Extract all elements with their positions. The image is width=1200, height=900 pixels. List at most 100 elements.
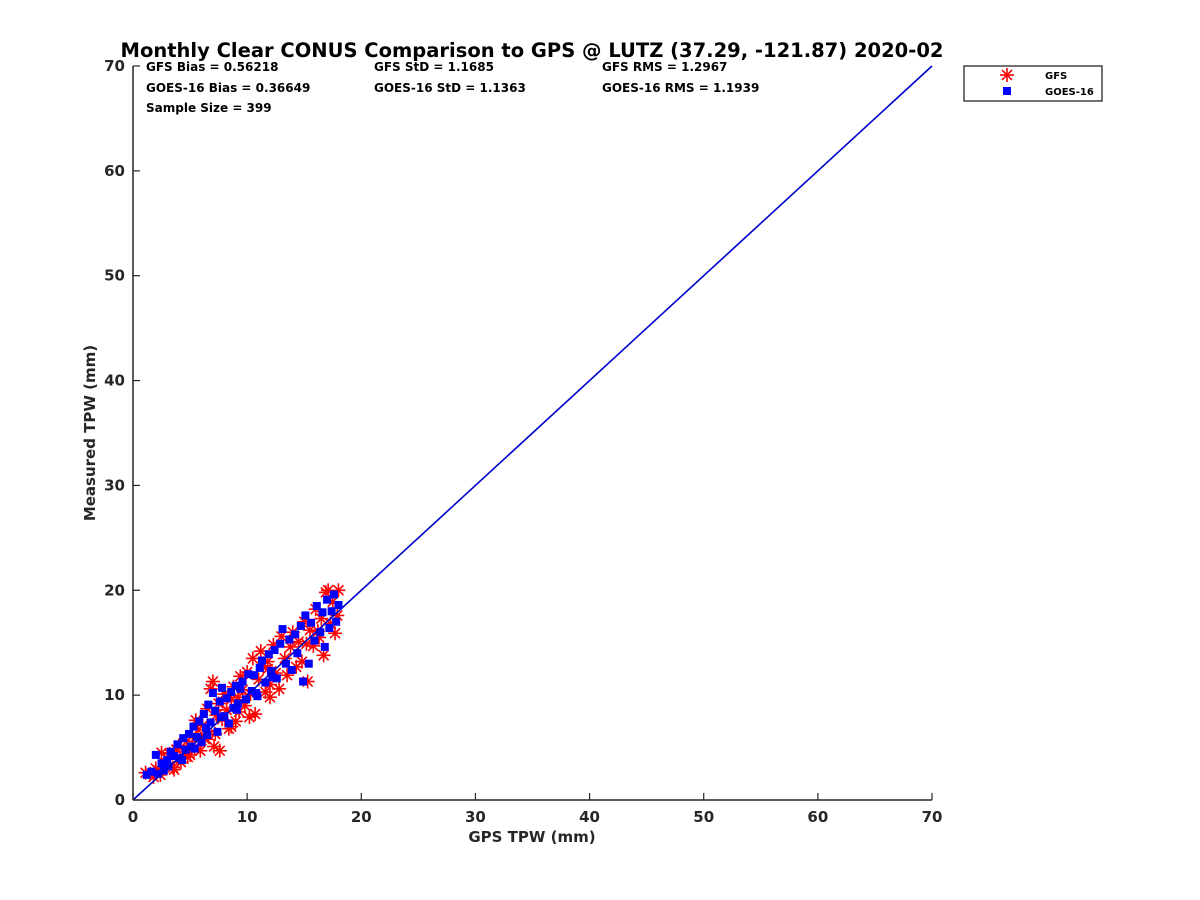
gfs-point bbox=[299, 636, 314, 651]
x-axis-label: GPS TPW (mm) bbox=[468, 828, 595, 846]
goes-16-point bbox=[224, 719, 233, 728]
gfs-point bbox=[212, 743, 227, 758]
plot-area bbox=[132, 65, 933, 801]
goes-16-point bbox=[190, 744, 199, 753]
goes-16-point bbox=[278, 625, 287, 634]
legend-gfs-label: GFS bbox=[1045, 71, 1067, 82]
goes-16-point bbox=[291, 630, 300, 639]
goes-16-point bbox=[320, 642, 329, 651]
stat-gfs-rms: GFS RMS = 1.2967 bbox=[602, 60, 727, 74]
goes-16-point bbox=[238, 677, 247, 686]
y-tick-label: 30 bbox=[104, 476, 125, 494]
goes-16-point bbox=[199, 710, 208, 719]
goes-16-point bbox=[285, 635, 294, 644]
y-tick-label: 60 bbox=[104, 162, 125, 180]
goes-16-point bbox=[142, 770, 151, 779]
x-tick-label: 0 bbox=[128, 808, 138, 826]
legend: GFS GOES-16 bbox=[963, 65, 1103, 102]
goes-16-point bbox=[249, 671, 258, 680]
goes-16-point bbox=[154, 769, 163, 778]
stat-goes-std: GOES-16 StD = 1.1363 bbox=[374, 81, 526, 95]
goes-16-point bbox=[281, 659, 290, 668]
gfs-point bbox=[316, 648, 331, 663]
x-tick-label: 50 bbox=[693, 808, 714, 826]
x-axis-ticks: 0 10 20 30 40 50 60 70 bbox=[128, 793, 942, 826]
goes-16-point bbox=[329, 590, 338, 599]
goes-16-point bbox=[287, 665, 296, 674]
goes-16-point bbox=[242, 695, 251, 704]
goes-16-point bbox=[244, 670, 253, 679]
goes-16-point bbox=[334, 600, 343, 609]
goes-16-point bbox=[316, 628, 325, 637]
goes-16-point bbox=[215, 697, 224, 706]
goes-16-point bbox=[264, 650, 273, 659]
goes-16-point bbox=[327, 607, 336, 616]
goes-16-point bbox=[197, 738, 206, 747]
goes-16-point bbox=[255, 663, 264, 672]
stat-gfs-bias: GFS Bias = 0.56218 bbox=[146, 60, 278, 74]
goes-16-point bbox=[252, 689, 261, 698]
goes-16-point bbox=[195, 717, 204, 726]
y-tick-label: 40 bbox=[104, 372, 125, 390]
goes-16-point bbox=[267, 667, 276, 676]
gfs-point bbox=[262, 690, 277, 705]
goes-16-point bbox=[323, 595, 332, 604]
x-tick-label: 10 bbox=[237, 808, 258, 826]
goes-16-point bbox=[276, 639, 285, 648]
y-tick-label: 20 bbox=[104, 581, 125, 599]
chart-title: Monthly Clear CONUS Comparison to GPS @ … bbox=[121, 39, 944, 62]
goes-16-point bbox=[147, 767, 156, 776]
goes-16-point bbox=[157, 759, 166, 768]
goes-16-point bbox=[296, 621, 305, 630]
stat-sample-size: Sample Size = 399 bbox=[146, 101, 272, 115]
goes-16-point bbox=[204, 700, 213, 709]
goes-16-point bbox=[231, 681, 240, 690]
goes-16-point bbox=[222, 694, 231, 703]
y-axis-label: Measured TPW (mm) bbox=[81, 345, 99, 521]
gfs-point bbox=[253, 644, 268, 659]
goes-16-point bbox=[202, 723, 211, 732]
goes-16-point bbox=[203, 730, 212, 739]
goes-16-point bbox=[181, 745, 190, 754]
goes-16-point bbox=[170, 751, 179, 760]
goes-16-point bbox=[216, 713, 225, 722]
goes-16-point bbox=[307, 618, 316, 627]
legend-gfs-asterisk-icon bbox=[1000, 68, 1014, 82]
goes-16-point bbox=[332, 617, 341, 626]
goes-16-point bbox=[163, 756, 172, 765]
goes-16-point bbox=[312, 602, 321, 611]
gfs-point bbox=[245, 651, 260, 666]
goes-16-point bbox=[270, 646, 279, 655]
legend-goes-square-icon bbox=[1003, 87, 1011, 95]
goes-16-point bbox=[232, 705, 241, 714]
goes-16-point bbox=[272, 674, 281, 683]
series-goes-16 bbox=[142, 590, 343, 779]
gfs-point bbox=[205, 674, 220, 689]
goes-16-point bbox=[213, 727, 222, 736]
goes-16-point bbox=[178, 756, 187, 765]
x-tick-label: 40 bbox=[579, 808, 600, 826]
goes-16-point bbox=[293, 649, 302, 658]
goes-16-point bbox=[257, 656, 266, 665]
y-axis-ticks: 0 10 20 30 40 50 60 70 bbox=[104, 57, 140, 809]
goes-16-point bbox=[208, 689, 217, 698]
goes-16-point bbox=[236, 684, 245, 693]
goes-16-point bbox=[261, 678, 270, 687]
gfs-point bbox=[272, 681, 287, 696]
goes-16-point bbox=[325, 624, 334, 633]
goes-16-point bbox=[179, 734, 188, 743]
stat-goes-rms: GOES-16 RMS = 1.1939 bbox=[602, 81, 759, 95]
gfs-point bbox=[242, 710, 257, 725]
x-tick-label: 30 bbox=[465, 808, 486, 826]
one-to-one-line bbox=[132, 65, 933, 801]
goes-16-point bbox=[268, 673, 277, 682]
goes-16-point bbox=[304, 659, 313, 668]
goes-16-point bbox=[184, 729, 193, 738]
goes-16-point bbox=[192, 733, 201, 742]
stat-goes-bias: GOES-16 Bias = 0.36649 bbox=[146, 81, 310, 95]
y-tick-label: 10 bbox=[104, 686, 125, 704]
goes-16-point bbox=[318, 608, 327, 617]
legend-goes-label: GOES-16 bbox=[1045, 87, 1094, 98]
goes-16-point bbox=[227, 687, 236, 696]
